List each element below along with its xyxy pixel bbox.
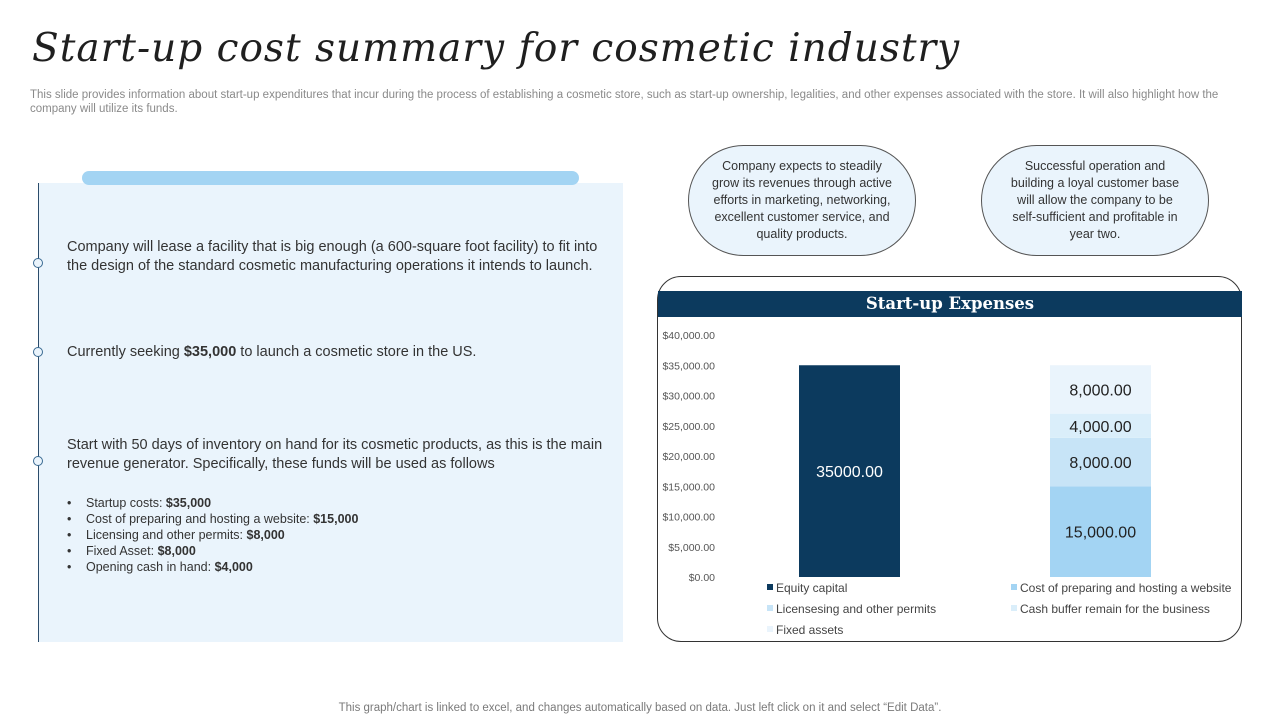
list-item-label: Licensing and other permits: xyxy=(86,528,247,542)
y-tick-label: $5,000.00 xyxy=(668,542,715,554)
y-tick-label: $30,000.00 xyxy=(662,391,715,403)
point-funding: Currently seeking $35,000 to launch a co… xyxy=(67,343,612,362)
list-item: Cost of preparing and hosting a website:… xyxy=(67,511,358,527)
point-inventory: Start with 50 days of inventory on hand … xyxy=(67,437,603,472)
y-tick-label: $25,000.00 xyxy=(662,421,715,433)
list-item: Licensing and other permits: $8,000 xyxy=(67,527,358,543)
bars: 35000.00 15,000.00 8,000.00 4,000.00 8,000.0… xyxy=(799,365,1151,577)
legend: Equity capital Cost of preparing and host… xyxy=(767,581,1232,637)
bar-segment xyxy=(1050,437,1151,487)
legend-swatch xyxy=(767,605,773,611)
bar-data-label: 35000.00 xyxy=(816,464,883,481)
y-tick-label: $35,000.00 xyxy=(662,360,715,372)
y-axis: $0.00 $5,000.00 $10,000.00 $15,000.00 $20,00… xyxy=(662,330,715,584)
list-item-label: Cost of preparing and hosting a website: xyxy=(86,512,314,526)
bar-segment xyxy=(1050,365,1151,414)
oval-growth-text: Company expects to steadily grow its rev… xyxy=(712,159,892,241)
panel-accent-bar xyxy=(82,171,579,185)
y-tick-label: $0.00 xyxy=(689,572,715,584)
list-item-label: Opening cash in hand: xyxy=(86,560,215,574)
list-item-label: Startup costs: xyxy=(86,496,166,510)
list-item-value: $8,000 xyxy=(246,528,285,542)
legend-label: Fixed assets xyxy=(776,623,843,637)
chart-title: Start-up Expenses xyxy=(658,291,1242,317)
list-item-value: $35,000 xyxy=(165,496,212,510)
legend-label: Equity capital xyxy=(776,581,847,595)
bar-data-label: 4,000.00 xyxy=(1069,419,1131,436)
bar-segment xyxy=(799,365,900,577)
bar-data-label: 8,000.00 xyxy=(1069,455,1131,472)
list-item-value: $8,000 xyxy=(157,544,196,558)
list-item-label: Fixed Asset: xyxy=(86,544,158,558)
timeline-dot xyxy=(33,258,43,268)
point-funding-suffix: to launch a cosmetic store in the US. xyxy=(236,344,477,360)
timeline-line xyxy=(38,183,39,642)
legend-swatch xyxy=(767,626,773,632)
page-subtitle: This slide provides information about st… xyxy=(30,89,1219,115)
legend-label: Cash buffer remain for the business xyxy=(1020,602,1210,616)
legend-label: Licensesing and other permits xyxy=(776,602,936,616)
list-item: Startup costs: $35,000 xyxy=(67,495,358,511)
legend-label: Cost of preparing and hosting a website xyxy=(1020,581,1232,595)
footer-note: This graph/chart is linked to excel, and… xyxy=(338,702,942,714)
point-funding-prefix: Currently seeking xyxy=(67,344,184,360)
point-facility: Company will lease a facility that is bi… xyxy=(67,239,598,274)
timeline-dot xyxy=(33,347,43,357)
oval-profitability-text: Successful operation and building a loya… xyxy=(1010,159,1180,241)
list-item-value: $4,000 xyxy=(214,560,253,574)
bar-data-label: 8,000.00 xyxy=(1069,382,1131,399)
oval-profitability: Successful operation and building a loya… xyxy=(981,145,1209,256)
page-title: Start-up cost summary for cosmetic indus… xyxy=(32,26,961,71)
bar-data-label: 15,000.00 xyxy=(1065,525,1136,542)
y-tick-label: $15,000.00 xyxy=(662,481,715,493)
legend-swatch xyxy=(1011,605,1017,611)
list-item: Fixed Asset: $8,000 xyxy=(67,543,358,559)
y-tick-label: $40,000.00 xyxy=(662,330,715,342)
legend-swatch xyxy=(1011,584,1017,590)
legend-swatch xyxy=(767,584,773,590)
point-funding-amount: $35,000 xyxy=(183,344,237,360)
list-item: Opening cash in hand: $4,000 xyxy=(67,559,358,575)
bar-segment xyxy=(1050,413,1151,438)
bar-segment xyxy=(1050,486,1151,577)
y-tick-label: $20,000.00 xyxy=(662,451,715,463)
timeline-dot xyxy=(33,456,43,466)
oval-growth: Company expects to steadily grow its rev… xyxy=(688,145,916,256)
funds-list: Startup costs: $35,000 Cost of preparing… xyxy=(67,495,358,575)
list-item-value: $15,000 xyxy=(313,512,359,526)
y-tick-label: $10,000.00 xyxy=(662,512,715,524)
